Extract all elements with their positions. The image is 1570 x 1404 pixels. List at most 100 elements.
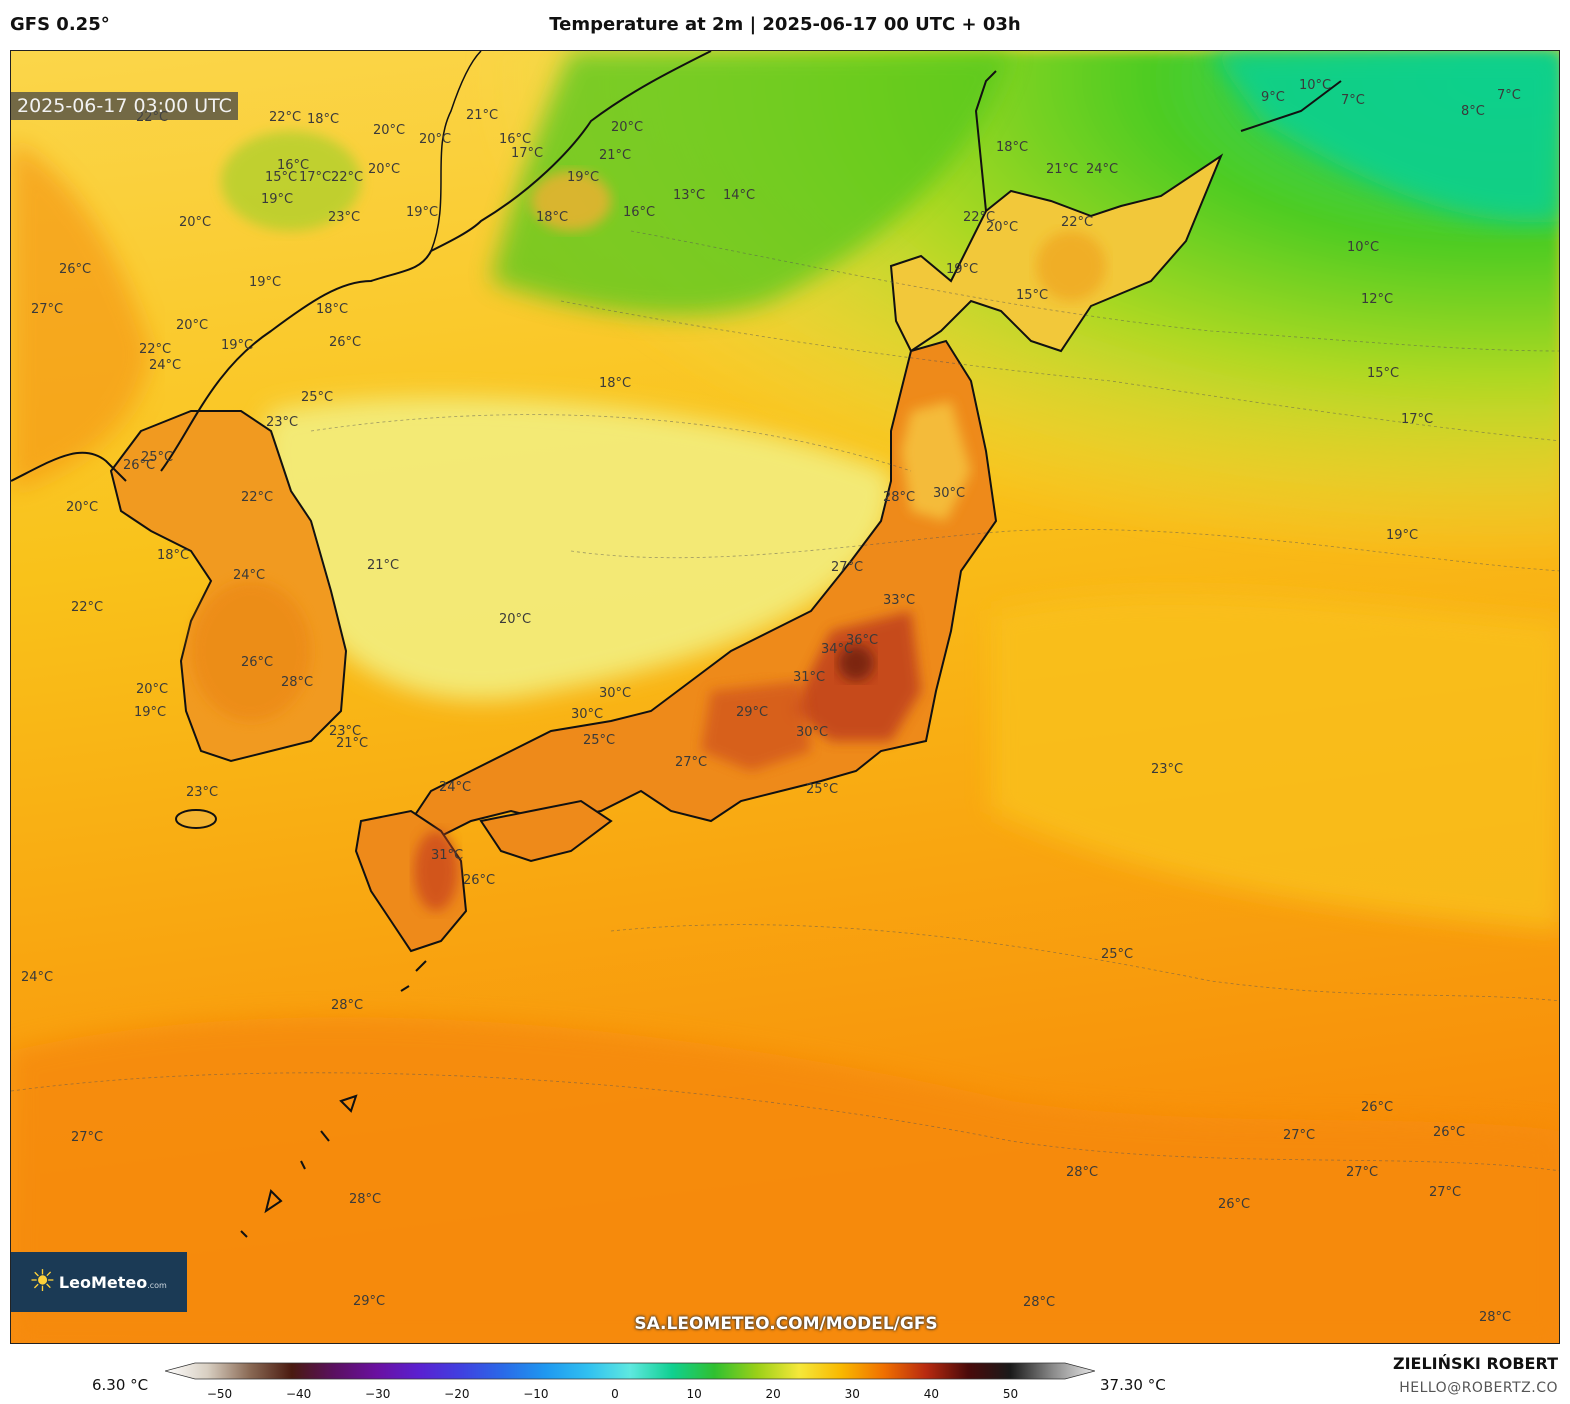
isotherm-label: 26°C xyxy=(241,655,273,670)
isotherm-label: 27°C xyxy=(675,755,707,770)
isotherm-label: 25°C xyxy=(583,733,615,748)
colorbar-tick-label: 10 xyxy=(686,1387,702,1401)
isotherm-label: 26°C xyxy=(463,873,495,888)
isotherm-label: 22°C xyxy=(139,342,171,357)
isotherm-label: 30°C xyxy=(796,725,828,740)
colorbar-min-label: 6.30 °C xyxy=(92,1376,149,1394)
isotherm-label: 19°C xyxy=(261,192,293,207)
isotherm-label: 21°C xyxy=(336,736,368,751)
colorbar-tick-label: 30 xyxy=(844,1387,860,1401)
isotherm-label: 25°C xyxy=(1101,947,1133,962)
author-email[interactable]: HELLO@ROBERTZ.CO xyxy=(1399,1380,1558,1396)
isotherm-label: 17°C xyxy=(299,170,331,185)
isotherm-label: 31°C xyxy=(431,848,463,863)
isotherm-label: 24°C xyxy=(233,568,265,583)
isotherm-label: 7°C xyxy=(1341,93,1365,108)
isotherm-label: 16°C xyxy=(277,158,309,173)
isotherm-label: 13°C xyxy=(673,188,705,203)
isotherm-label: 21°C xyxy=(1046,162,1078,177)
ryukyu-islands xyxy=(240,960,427,1238)
isotherm-label: 18°C xyxy=(536,210,568,225)
isotherm-label: 22°C xyxy=(1061,215,1093,230)
jeju xyxy=(175,809,217,829)
isotherm-label: 22°C xyxy=(241,490,273,505)
isotherm-label: 26°C xyxy=(59,262,91,277)
valid-time-label: 2025-06-17 03:00 UTC xyxy=(11,92,238,120)
isotherm-label: 18°C xyxy=(996,140,1028,155)
isotherm-label: 8°C xyxy=(1461,104,1485,119)
colorbar-tick-label: −50 xyxy=(206,1387,233,1401)
map-canvas: 22°C 22°C 18°C 20°C 20°C 21°C 16°C 17°C … xyxy=(11,51,1559,1343)
isotherm-label: 20°C xyxy=(419,132,451,147)
isotherm-label: 27°C xyxy=(1346,1165,1378,1180)
isotherm-label: 19°C xyxy=(134,705,166,720)
isotherm-label: 29°C xyxy=(353,1294,385,1309)
isotherm-label: 26°C xyxy=(329,335,361,350)
colorbar-tick-label: 0 xyxy=(611,1387,619,1401)
isotherm-label: 19°C xyxy=(249,275,281,290)
isotherm-label: 26°C xyxy=(123,458,155,473)
temperature-map: 22°C 22°C 18°C 20°C 20°C 21°C 16°C 17°C … xyxy=(10,50,1560,1344)
isotherm-label: 27°C xyxy=(831,560,863,575)
model-name: GFS 0.25° xyxy=(10,14,110,35)
isotherm-label: 31°C xyxy=(793,670,825,685)
isotherm-label: 16°C xyxy=(623,205,655,220)
isotherm-label: 10°C xyxy=(1299,78,1331,93)
isotherm-label: 28°C xyxy=(281,675,313,690)
logo-name: LeoMeteo xyxy=(58,1272,148,1292)
isotherm-label: 20°C xyxy=(136,682,168,697)
isotherm-label: 23°C xyxy=(329,724,361,739)
isotherm-labels: 22°C 22°C 18°C 20°C 20°C 21°C 16°C 17°C … xyxy=(21,78,1521,1325)
isotherm-label: 22°C xyxy=(331,170,363,185)
isotherm-label: 23°C xyxy=(186,785,218,800)
isotherm-label: 27°C xyxy=(71,1130,103,1145)
isotherm-label: 9°C xyxy=(1261,90,1285,105)
author-name: ZIELIŃSKI ROBERT xyxy=(1392,1354,1558,1373)
source-url[interactable]: SA.LEOMETEO.COM/MODEL/GFS xyxy=(634,1314,938,1334)
isotherm-label: 26°C xyxy=(1218,1197,1250,1212)
isotherm-label: 28°C xyxy=(331,998,363,1013)
isotherm-label: 19°C xyxy=(1386,528,1418,543)
colorbar-tick-label: −10 xyxy=(523,1387,549,1401)
leometeo-logo[interactable]: ☀ LeoMeteo.com xyxy=(11,1252,187,1312)
isotherm-label: 18°C xyxy=(307,112,339,127)
isotherm-label: 24°C xyxy=(21,970,53,985)
isotherm-label: 30°C xyxy=(599,686,631,701)
isotherm-label: 15°C xyxy=(1016,288,1048,303)
isotherm-label: 18°C xyxy=(157,548,189,563)
colorbar-scale xyxy=(165,1362,1095,1380)
colorbar-max-label: 37.30 °C xyxy=(1100,1376,1166,1394)
isotherm-label: 21°C xyxy=(367,558,399,573)
isotherm-label: 20°C xyxy=(499,612,531,627)
isotherm-label: 20°C xyxy=(179,215,211,230)
isotherm-label: 36°C xyxy=(846,633,878,648)
isotherm-label: 24°C xyxy=(1086,162,1118,177)
isotherm-label: 27°C xyxy=(1283,1128,1315,1143)
isotherm-label: 19°C xyxy=(221,338,253,353)
isotherm-label: 24°C xyxy=(439,780,471,795)
isotherm-label: 25°C xyxy=(301,390,333,405)
isotherm-label: 19°C xyxy=(567,170,599,185)
isotherm-label: 21°C xyxy=(466,108,498,123)
isotherm-label: 7°C xyxy=(1497,88,1521,103)
colorbar-tick-label: −40 xyxy=(285,1387,312,1401)
isotherm-label: 21°C xyxy=(599,148,631,163)
isotherm-label: 14°C xyxy=(723,188,755,203)
isotherm-label: 22°C xyxy=(71,600,103,615)
isotherm-label: 20°C xyxy=(611,120,643,135)
isotherm-label: 12°C xyxy=(1361,292,1393,307)
isotherm-label: 15°C xyxy=(1367,366,1399,381)
isotherm-label: 18°C xyxy=(599,376,631,391)
isotherm-label: 28°C xyxy=(1479,1310,1511,1325)
isotherm-label: 18°C xyxy=(316,302,348,317)
isotherm-label: 34°C xyxy=(821,642,853,657)
colorbar-tick-label: 40 xyxy=(923,1387,939,1401)
isotherm-label: 22°C xyxy=(269,110,301,125)
isotherm-label: 22°C xyxy=(963,210,995,225)
isotherm-label: 20°C xyxy=(66,500,98,515)
isotherm-label: 27°C xyxy=(1429,1185,1461,1200)
isotherm-label: 25°C xyxy=(806,782,838,797)
isotherm-label: 10°C xyxy=(1347,240,1379,255)
colorbar xyxy=(165,1362,1095,1380)
isotherm-label: 27°C xyxy=(31,302,63,317)
